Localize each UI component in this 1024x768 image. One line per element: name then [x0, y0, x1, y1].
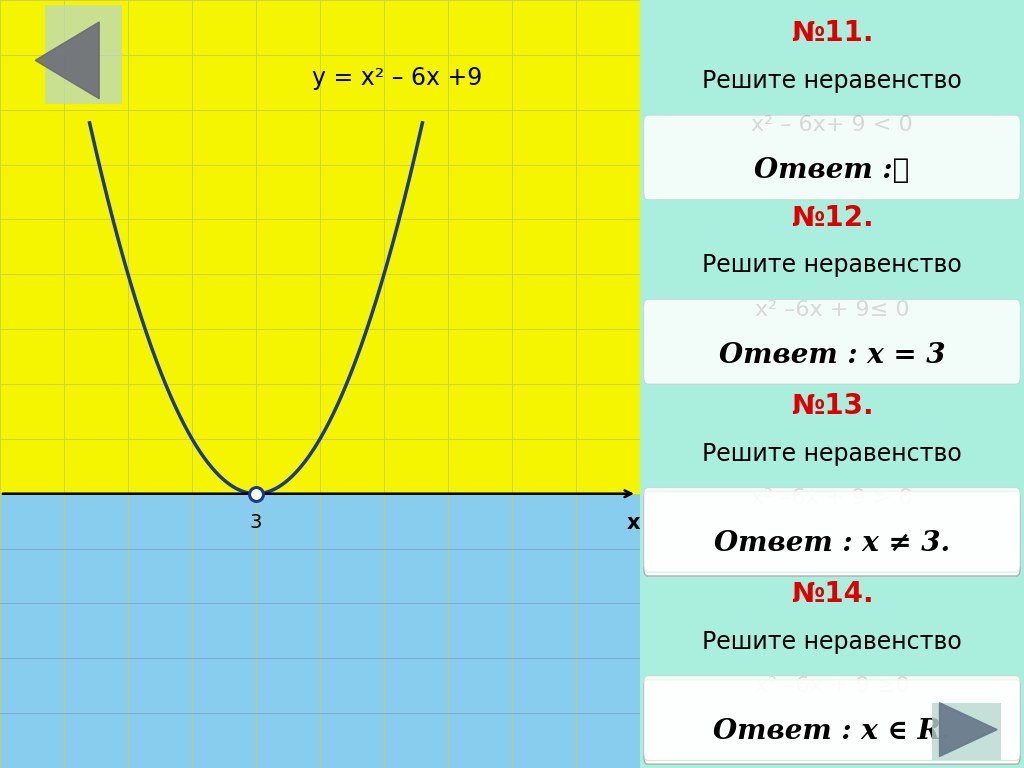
Text: y = x² – 6x +9: y = x² – 6x +9 [311, 66, 482, 90]
FancyBboxPatch shape [932, 703, 1001, 760]
Text: x² –6x + 9 > 0: x² –6x + 9 > 0 [752, 488, 912, 508]
Text: x: x [627, 513, 640, 533]
FancyBboxPatch shape [644, 492, 1020, 576]
Text: x² –6x + 9 ≥0: x² –6x + 9 ≥0 [755, 676, 909, 696]
Text: x² –6x + 9≤ 0: x² –6x + 9≤ 0 [755, 300, 909, 319]
Text: x² – 6x+ 9 < 0: x² – 6x+ 9 < 0 [752, 115, 912, 135]
Text: №11.: №11. [791, 19, 873, 47]
Text: Решите неравенство: Решите неравенство [702, 442, 962, 465]
Text: Решите неравенство: Решите неравенство [702, 253, 962, 277]
Text: Ответ : x ≠ 3.: Ответ : x ≠ 3. [714, 530, 950, 557]
Text: Ответ :∅: Ответ :∅ [755, 157, 909, 184]
Polygon shape [940, 703, 997, 756]
Text: №13.: №13. [791, 392, 873, 419]
Text: 3: 3 [250, 513, 262, 532]
Text: Ответ : x = 3: Ответ : x = 3 [719, 342, 945, 369]
Text: Решите неравенство: Решите неравенство [702, 630, 962, 654]
Polygon shape [35, 22, 99, 99]
Text: Решите неравенство: Решите неравенство [702, 69, 962, 93]
Bar [0, 0, 640, 494]
FancyBboxPatch shape [644, 488, 1020, 572]
Text: №12.: №12. [791, 204, 873, 231]
FancyBboxPatch shape [644, 676, 1020, 760]
Text: №14.: №14. [791, 580, 873, 607]
FancyBboxPatch shape [45, 5, 122, 104]
Text: Ответ : x ∈ R.: Ответ : x ∈ R. [714, 718, 950, 745]
FancyBboxPatch shape [644, 300, 1020, 384]
FancyBboxPatch shape [644, 115, 1020, 200]
FancyBboxPatch shape [644, 680, 1020, 764]
Bar [0, 494, 640, 768]
